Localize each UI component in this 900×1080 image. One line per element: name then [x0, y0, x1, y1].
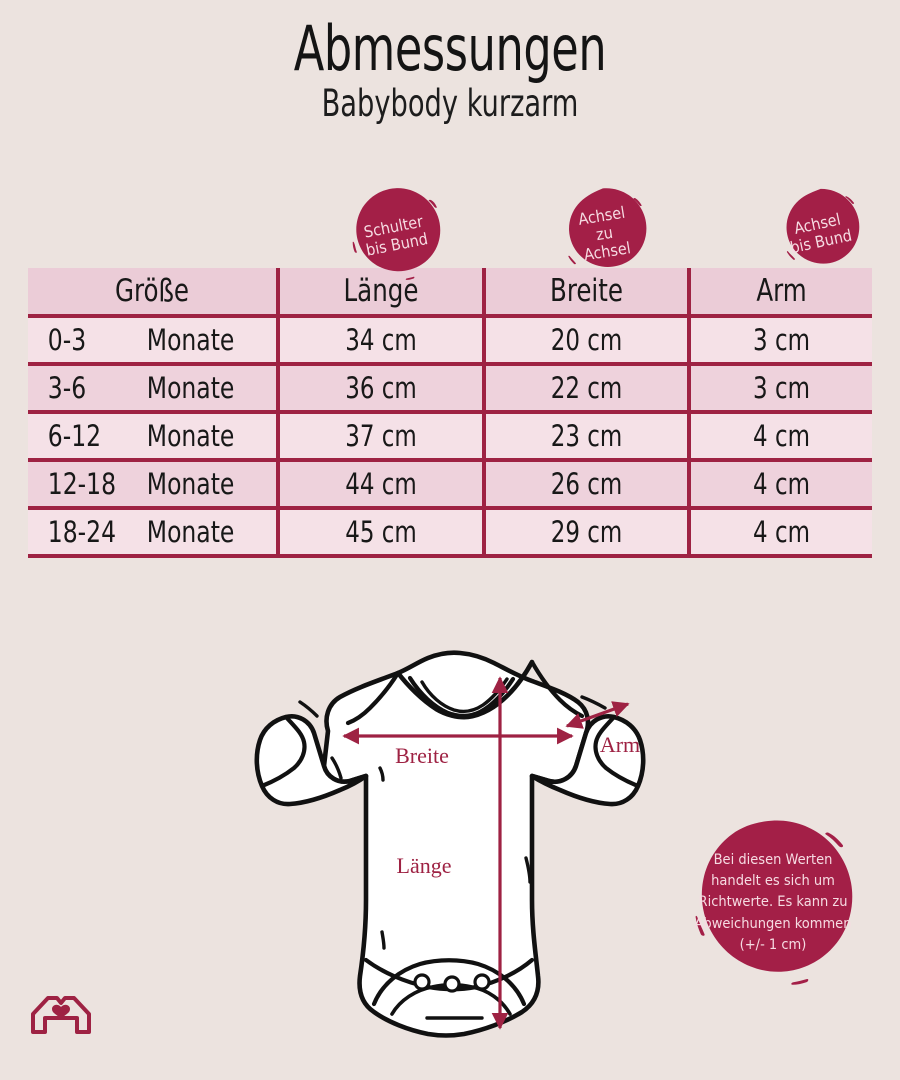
cell-arm: 4 cm: [687, 460, 872, 508]
size-range: 3-6: [47, 371, 87, 405]
cell-laenge: 45 cm: [276, 508, 484, 556]
column-header-groesse: Größe: [28, 268, 278, 318]
size-unit: Monate: [146, 419, 235, 453]
page-header: Abmessungen Babybody kurzarm: [0, 0, 900, 124]
ink-blot-shape: [695, 820, 853, 985]
column-header-arm: Arm: [687, 268, 872, 318]
page-title: Abmessungen: [293, 12, 607, 85]
ink-blot-shape: [352, 188, 441, 280]
label-arm: Arm: [600, 732, 640, 757]
table-row: 0-3 Monate 34 cm 20 cm 3 cm: [28, 316, 872, 364]
cell-laenge: 36 cm: [276, 364, 484, 412]
badge-achsel-zu-achsel: Achsel zu Achsel: [556, 186, 652, 282]
cell-size: 3-6 Monate: [28, 364, 278, 412]
cell-breite: 26 cm: [482, 460, 689, 508]
cell-arm: 4 cm: [687, 508, 872, 556]
badge-label: Bei diesen Werten handelt es sich um Ric…: [694, 852, 852, 953]
label-breite: Breite: [395, 743, 449, 768]
cell-arm: 3 cm: [687, 364, 872, 412]
badge-achsel-bis-bund: Achsel bis Bund: [772, 186, 866, 280]
cell-laenge: 34 cm: [276, 316, 484, 364]
ink-blot-shape: [786, 188, 860, 264]
label-laenge: Länge: [397, 853, 452, 878]
ink-blot-shape: [568, 188, 647, 267]
size-chart-table: Größe Länge Breite Arm 0-3 Monate 34 cm …: [28, 268, 872, 558]
table-row: 3-6 Monate 36 cm 22 cm 3 cm: [28, 364, 872, 412]
table-row: 6-12 Monate 37 cm 23 cm 4 cm: [28, 412, 872, 460]
size-unit: Monate: [146, 515, 235, 549]
cell-laenge: 37 cm: [276, 412, 484, 460]
column-header-breite: Breite: [482, 268, 689, 318]
cell-laenge: 44 cm: [276, 460, 484, 508]
table-header: Größe Länge Breite Arm: [28, 268, 872, 318]
badge-disclaimer: Bei diesen Werten handelt es sich um Ric…: [688, 818, 858, 988]
size-range: 0-3: [47, 323, 87, 357]
size-range: 12-18: [47, 467, 117, 501]
cell-breite: 23 cm: [482, 412, 689, 460]
badge-schulter-bis-bund: Schulter bis Bund: [345, 186, 445, 286]
page-subtitle: Babybody kurzarm: [321, 82, 579, 126]
table-header-row: Größe Länge Breite Arm: [28, 268, 872, 318]
table-row: 18-24 Monate 45 cm 29 cm 4 cm: [28, 508, 872, 556]
cell-size: 18-24 Monate: [28, 508, 278, 556]
badge-label: Achsel zu Achsel: [576, 202, 632, 265]
cell-arm: 3 cm: [687, 316, 872, 364]
bodysuit-heart-icon: [31, 996, 91, 1034]
measure-arm: [565, 701, 630, 729]
cell-breite: 20 cm: [482, 316, 689, 364]
cell-size: 6-12 Monate: [28, 412, 278, 460]
size-unit: Monate: [146, 467, 235, 501]
table-body: 0-3 Monate 34 cm 20 cm 3 cm 3-6 Monate 3…: [28, 316, 872, 556]
size-unit: Monate: [146, 371, 235, 405]
cell-breite: 22 cm: [482, 364, 689, 412]
garment-illustration: Länge Breite Arm: [232, 600, 672, 1070]
table-row: 12-18 Monate 44 cm 26 cm 4 cm: [28, 460, 872, 508]
cell-size: 0-3 Monate: [28, 316, 278, 364]
cell-size: 12-18 Monate: [28, 460, 278, 508]
cell-arm: 4 cm: [687, 412, 872, 460]
size-range: 6-12: [47, 419, 102, 453]
cell-breite: 29 cm: [482, 508, 689, 556]
size-range: 18-24: [47, 515, 117, 549]
size-unit: Monate: [146, 323, 235, 357]
brand-logo: [28, 988, 94, 1038]
snap-buttons: [413, 973, 491, 993]
